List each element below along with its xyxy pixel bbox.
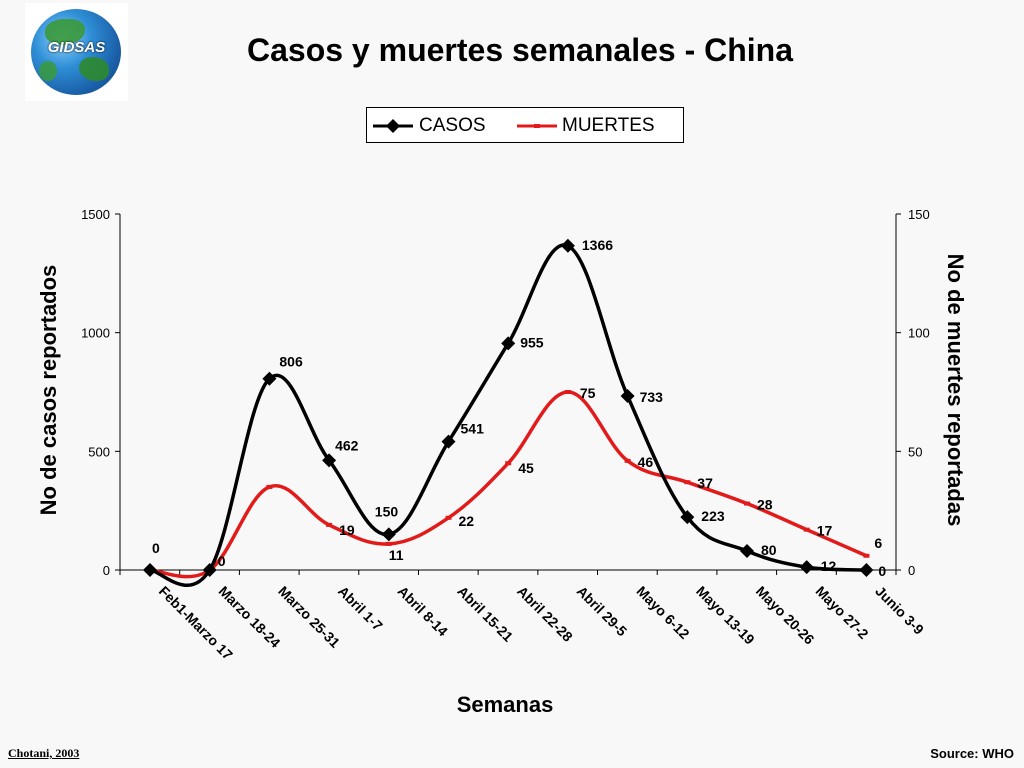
casos-data-label: 0	[152, 540, 160, 556]
muertes-data-label: 11	[389, 547, 404, 563]
casos-data-label: 462	[335, 437, 359, 453]
casos-point	[202, 563, 217, 577]
casos-data-label: 80	[761, 542, 777, 558]
y-left-tick-label: 1000	[81, 326, 110, 341]
casos-data-label: 12	[821, 558, 837, 574]
muertes-data-label: 6	[874, 535, 882, 551]
casos-point	[859, 563, 874, 577]
muertes-point	[505, 461, 512, 466]
muertes-point	[684, 480, 691, 485]
casos-point	[381, 527, 396, 542]
casos-point	[560, 238, 575, 253]
casos-data-label: 733	[640, 389, 664, 405]
casos-point	[143, 563, 157, 577]
casos-point	[441, 434, 456, 449]
muertes-data-label: 22	[459, 513, 475, 529]
casos-point	[262, 371, 277, 386]
y-right-tick-label: 100	[908, 326, 930, 341]
muertes-data-label: 46	[638, 454, 654, 470]
x-tick-label: Abril 8-14	[395, 583, 452, 640]
x-tick-label: Mayo 6-12	[633, 583, 692, 642]
casos-point	[620, 389, 635, 404]
muertes-data-label: 17	[817, 523, 833, 539]
y-left-tick-label: 1500	[81, 207, 110, 222]
casos-point	[501, 336, 516, 351]
muertes-data-label: 45	[518, 460, 534, 476]
muertes-data-label: 28	[757, 497, 773, 513]
globe-icon	[31, 9, 121, 95]
muertes-line	[149, 390, 868, 579]
casos-data-label: 0	[878, 563, 886, 579]
gidsas-logo: GIDSAS	[25, 3, 128, 101]
author-credit: Chotani, 2003	[8, 746, 80, 760]
casos-point	[680, 510, 695, 525]
y-right-tick-label: 50	[908, 444, 922, 459]
y-left-tick-label: 500	[88, 444, 110, 459]
casos-data-label: 0	[218, 553, 226, 569]
muertes-point	[266, 484, 273, 489]
casos-data-label: 806	[279, 354, 303, 370]
x-tick-label: Abril 15-21	[454, 583, 516, 645]
casos-data-label: 1366	[582, 237, 613, 253]
source-note: Source: WHO	[930, 746, 1014, 761]
y-left-tick-label: 0	[103, 563, 110, 578]
casos-data-label: 955	[520, 334, 544, 350]
x-tick-label: Mayo 20-26	[753, 583, 818, 648]
legend-casos-marker	[386, 119, 400, 133]
casos-data-label: 541	[461, 421, 485, 437]
muertes-data-label: 75	[580, 385, 596, 401]
muertes-point	[385, 541, 392, 546]
x-axis-label: Semanas	[456, 692, 554, 717]
casos-line	[149, 243, 867, 587]
x-tick-label: Marzo 25-31	[275, 583, 343, 651]
x-tick-label: Mayo 13-19	[693, 583, 758, 648]
x-tick-label: Abril 29-5	[574, 583, 631, 640]
casos-data-label: 150	[375, 503, 399, 519]
muertes-point	[624, 458, 631, 463]
y-right-tick-label: 0	[908, 563, 915, 578]
muertes-point	[803, 527, 810, 532]
x-tick-label: Abril 1-7	[335, 583, 386, 634]
casos-point	[740, 544, 754, 559]
y-right-tick-label: 150	[908, 207, 930, 222]
legend-muertes-marker	[534, 124, 540, 128]
x-tick-label: Junio 3-9	[872, 583, 927, 638]
muertes-data-label: 19	[339, 522, 355, 538]
muertes-point	[326, 522, 333, 527]
legend-casos-label: CASOS	[419, 115, 486, 136]
muertes-point	[445, 515, 452, 520]
muertes-point	[863, 553, 870, 558]
logo-text: GIDSAS	[47, 39, 106, 56]
muertes-point	[744, 501, 750, 506]
chart-title: Casos y muertes semanales - China	[246, 32, 793, 68]
x-tick-label: Mayo 27-2	[813, 583, 872, 642]
muertes-data-label: 37	[697, 475, 713, 491]
legend-muertes-label: MUERTES	[562, 115, 655, 136]
muertes-point	[564, 390, 571, 394]
casos-point	[322, 453, 337, 468]
chart-legend: CASOS MUERTES	[366, 107, 684, 143]
casos-data-label: 223	[701, 508, 725, 524]
casos-point	[799, 560, 814, 575]
x-tick-label: Abril 22-28	[514, 583, 576, 645]
